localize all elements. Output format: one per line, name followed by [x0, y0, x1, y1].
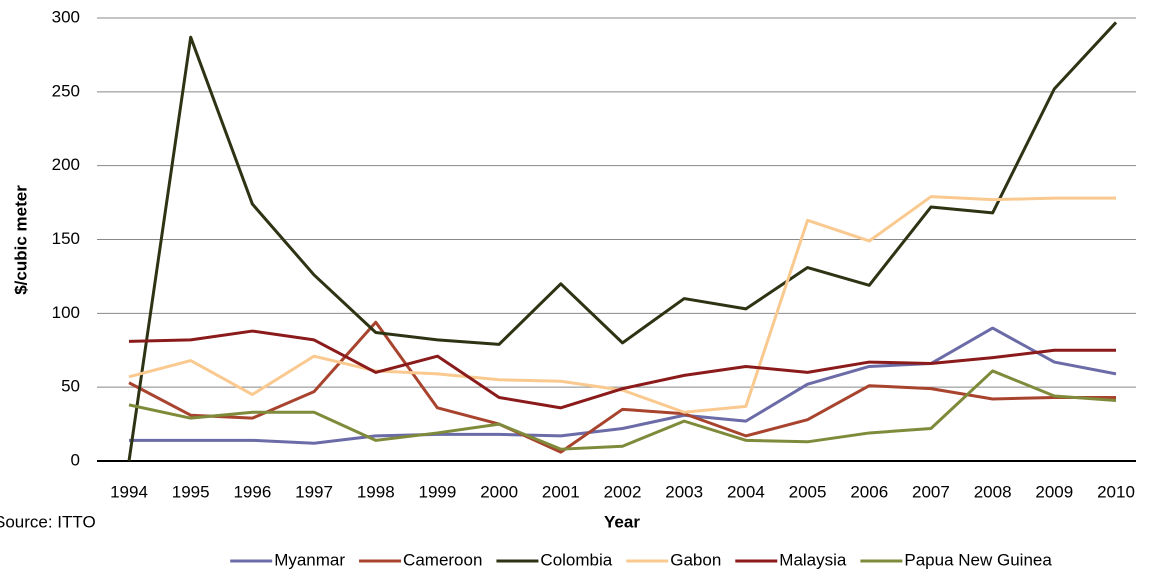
- x-axis-label: Year: [604, 512, 640, 531]
- legend-label: Myanmar: [274, 550, 345, 569]
- y-tick-label: 0: [71, 450, 80, 469]
- x-tick-label: 2005: [789, 482, 827, 501]
- x-tick-label: 1999: [419, 482, 457, 501]
- y-axis-label: $/cubic meter: [11, 185, 30, 295]
- y-tick-label: 50: [61, 377, 80, 396]
- legend-label: Gabon: [670, 550, 721, 569]
- legend-label: Cameroon: [403, 550, 482, 569]
- x-tick-label: 1996: [233, 482, 271, 501]
- series-line: [127, 21, 1118, 462]
- y-tick-label: 250: [52, 81, 80, 100]
- x-tick-label: 1994: [110, 482, 148, 501]
- x-tick-label: 2006: [850, 482, 888, 501]
- x-tick-label: 2007: [912, 482, 950, 501]
- x-tick-label: 1997: [295, 482, 333, 501]
- y-tick-label: 150: [52, 229, 80, 248]
- legend-label: Colombia: [540, 550, 612, 569]
- series-line: [128, 195, 1116, 414]
- x-tick-label: 1995: [172, 482, 210, 501]
- y-tick-label: 300: [52, 7, 80, 26]
- source-note: Source: ITTO: [0, 512, 96, 531]
- series-line: [128, 369, 1117, 451]
- series-line: [129, 326, 1117, 445]
- x-tick-label: 2010: [1097, 482, 1135, 501]
- legend-label: Malaysia: [779, 550, 847, 569]
- y-tick-label: 100: [52, 303, 80, 322]
- series-line: [128, 320, 1116, 454]
- x-tick-label: 2008: [974, 482, 1012, 501]
- y-tick-label: 200: [52, 155, 80, 174]
- x-tick-label: 1998: [357, 482, 395, 501]
- series-line: [128, 329, 1116, 410]
- x-tick-label: 2003: [665, 482, 703, 501]
- x-tick-label: 2001: [542, 482, 580, 501]
- x-tick-label: 2004: [727, 482, 765, 501]
- x-tick-label: 2000: [480, 482, 518, 501]
- x-tick-label: 2002: [604, 482, 642, 501]
- legend-label: Papua New Guinea: [904, 550, 1052, 569]
- x-tick-label: 2009: [1035, 482, 1073, 501]
